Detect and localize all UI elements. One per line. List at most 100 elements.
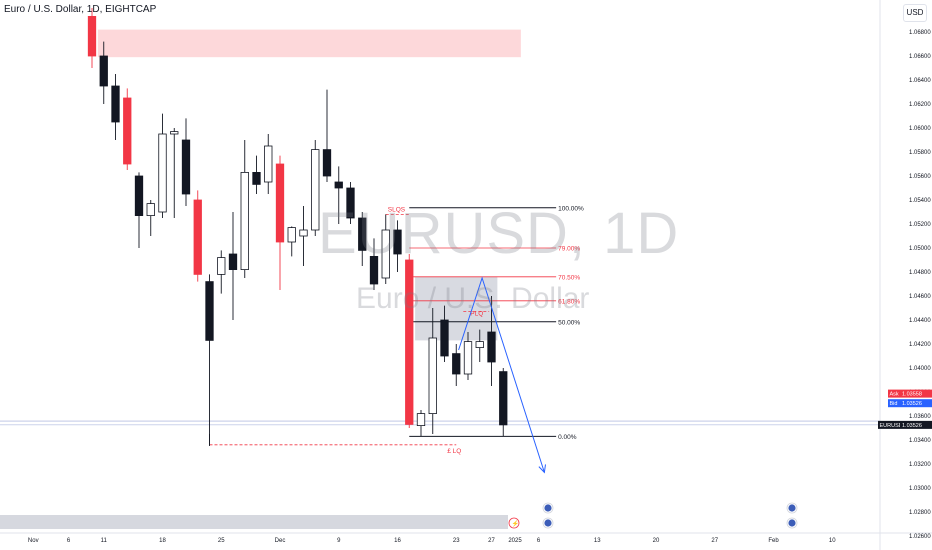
price-axis-tick: 1.06800 — [909, 30, 931, 36]
candle-body[interactable] — [228, 253, 238, 271]
us-flag-icon-inner — [544, 519, 552, 527]
fib-level-label: 79.00% — [558, 246, 580, 253]
candle-body[interactable] — [452, 353, 461, 375]
symbol-tag-label-bg — [878, 420, 900, 429]
candle-body[interactable] — [428, 337, 437, 414]
slqs-label: SLQS — [388, 206, 406, 213]
candle-body[interactable] — [381, 229, 390, 279]
eu-flag-icon-inner — [788, 504, 796, 512]
chart-title: Euro / U.S. Dollar, 1D, EIGHTCAP — [4, 4, 157, 15]
price-axis-tick: 1.05400 — [909, 198, 931, 204]
candle-body[interactable] — [393, 229, 402, 255]
price-axis-tick: 1.04000 — [909, 366, 931, 372]
candle-body[interactable] — [146, 203, 155, 217]
plq-label: PLQ — [470, 311, 483, 318]
projection-path — [458, 276, 545, 473]
time-axis-tick: Nov — [28, 538, 39, 544]
lightning-icon[interactable] — [508, 517, 520, 529]
time-axis-tick: 27 — [711, 538, 718, 544]
candle-body[interactable] — [416, 413, 426, 427]
bid-tag-value-bg — [900, 399, 932, 408]
time-axis-tick: 23 — [453, 538, 460, 544]
candle-body[interactable] — [405, 259, 414, 425]
price-axis-tick: 1.05200 — [909, 222, 931, 228]
price-axis-tick: 1.04400 — [909, 318, 931, 324]
candle-body[interactable] — [299, 229, 308, 237]
ask-tag-value-bg — [900, 389, 932, 398]
consolidation-zone — [415, 276, 498, 341]
time-axis-tick: Feb — [768, 538, 779, 544]
candle-body[interactable] — [369, 255, 379, 285]
price-axis-tick: 1.03400 — [909, 438, 931, 444]
candle-body[interactable] — [217, 257, 226, 275]
time-axis-tick: 16 — [394, 538, 401, 544]
fib-level-label: 100.00% — [558, 205, 584, 212]
price-axis-tick: 1.06000 — [909, 126, 931, 132]
price-axis-tick: 1.05600 — [909, 174, 931, 180]
symbol-tag-label: EURUSD — [880, 423, 903, 429]
time-axis-tick: 6 — [67, 538, 71, 544]
candle-body[interactable] — [287, 227, 296, 243]
supply-zone — [97, 29, 521, 58]
candle-body[interactable] — [99, 55, 108, 87]
candle-body[interactable] — [111, 85, 120, 123]
time-axis-tick: 18 — [159, 538, 166, 544]
candle-body[interactable] — [87, 15, 97, 57]
eu-flag-icon-inner — [544, 504, 552, 512]
price-axis-tick: 1.06400 — [909, 78, 931, 84]
ask-tag-value: 1.03558 — [902, 392, 922, 398]
candle-body[interactable] — [487, 331, 496, 363]
price-axis-tick: 1.04600 — [909, 294, 931, 300]
candle-body[interactable] — [334, 181, 343, 189]
candle-body[interactable] — [463, 341, 473, 375]
candle-body[interactable] — [134, 175, 144, 216]
ask-tag-label: Ask — [890, 392, 899, 398]
candle-body[interactable] — [205, 281, 214, 341]
price-axis-tick: 1.03600 — [909, 414, 931, 420]
bid-tag-label-bg — [888, 399, 900, 408]
time-axis-tick: 11 — [101, 538, 108, 544]
price-axis-tick: 1.02800 — [909, 510, 931, 516]
time-axis-tick: 27 — [488, 538, 495, 544]
event-strip — [0, 515, 508, 529]
candle-body[interactable] — [322, 149, 332, 177]
price-axis-tick: 1.04200 — [909, 342, 931, 348]
candle-body[interactable] — [499, 371, 508, 426]
bid-tag-label: Bid — [890, 401, 898, 407]
candle-body[interactable] — [358, 217, 367, 251]
price-axis-tick: 1.06600 — [909, 54, 931, 60]
candle-body[interactable] — [252, 171, 261, 185]
time-axis-tick: 10 — [829, 538, 836, 544]
candle-body[interactable] — [181, 139, 191, 195]
candle-body[interactable] — [170, 131, 179, 135]
watermark-description: Euro / U.S. Dollar — [356, 282, 590, 315]
time-axis-tick: 2025 — [508, 538, 522, 544]
price-axis-tick: 1.03200 — [909, 462, 931, 468]
currency-button[interactable]: USD — [903, 4, 927, 22]
fib-level-label: 0.00% — [558, 434, 577, 441]
candle-body[interactable] — [123, 97, 132, 165]
price-axis-tick: 1.06200 — [909, 102, 931, 108]
candle-body[interactable] — [346, 187, 355, 219]
candle-body[interactable] — [440, 319, 449, 357]
price-axis-tick: 1.02600 — [909, 534, 931, 540]
candle-body[interactable] — [158, 133, 167, 213]
lightning-glyph: ⚡ — [512, 520, 519, 528]
candle-body[interactable] — [475, 341, 484, 349]
candle-body[interactable] — [264, 145, 273, 183]
ask-tag-label-bg — [888, 389, 900, 398]
candle-body[interactable] — [275, 163, 285, 243]
fib-level-label: 70.50% — [558, 274, 580, 281]
bid-tag-value: 1.03526 — [902, 401, 922, 407]
elq-label: £ LQ — [447, 448, 461, 455]
time-axis-tick: 9 — [337, 538, 341, 544]
time-axis-tick: 25 — [218, 538, 225, 544]
candle-body[interactable] — [193, 199, 202, 275]
time-axis-tick: 13 — [594, 538, 601, 544]
candle-body[interactable] — [240, 171, 249, 270]
candle-body[interactable] — [311, 149, 320, 231]
fib-level-label: 50.00% — [558, 319, 580, 326]
price-axis-tick: 1.05800 — [909, 150, 931, 156]
